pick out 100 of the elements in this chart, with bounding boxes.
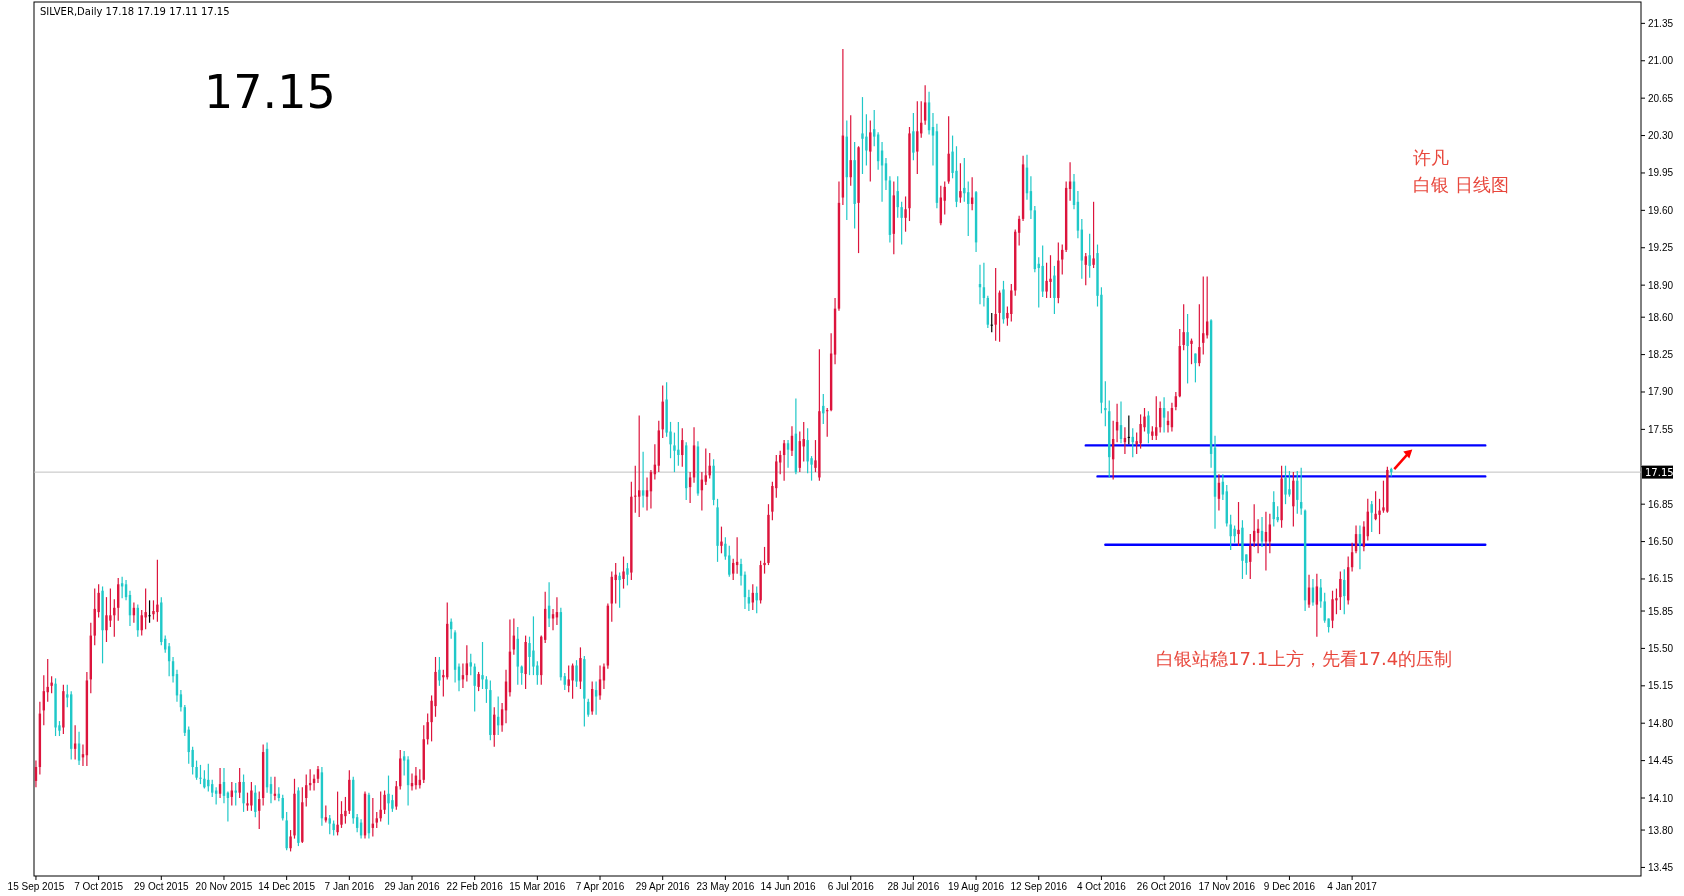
- x-tick-label: 14 Jun 2016: [760, 881, 816, 892]
- candlestick: [485, 675, 488, 704]
- candlestick: [1190, 337, 1193, 365]
- candlestick: [865, 113, 868, 167]
- x-tick-label: 9 Dec 2016: [1263, 881, 1316, 892]
- y-tick-label: 21.00: [1648, 55, 1674, 67]
- candlestick: [246, 792, 249, 812]
- candlestick: [990, 312, 993, 333]
- candlestick: [195, 760, 198, 781]
- candlestick: [575, 659, 578, 688]
- candlestick: [1127, 414, 1131, 445]
- candlestick: [677, 421, 680, 467]
- candlestick: [344, 796, 347, 825]
- x-tick-label: 7 Oct 2015: [74, 881, 124, 892]
- x-tick-label: 19 Aug 2016: [947, 881, 1005, 892]
- y-tick-label: 17.90: [1648, 386, 1674, 398]
- x-tick-label: 6 Jul 2016: [827, 881, 875, 892]
- candlestick: [767, 503, 770, 566]
- candlestick: [912, 112, 915, 161]
- candlestick: [473, 662, 476, 713]
- y-tick-label: 19.25: [1648, 242, 1674, 254]
- annotation: 许凡: [1413, 147, 1449, 168]
- y-tick-label: 14.45: [1648, 755, 1674, 767]
- y-tick-label: 21.35: [1648, 17, 1674, 29]
- candlestick: [963, 157, 966, 203]
- x-tick-label: 20 Nov 2015: [195, 881, 253, 892]
- x-tick-label: 29 Oct 2015: [134, 881, 189, 892]
- candlestick: [109, 587, 112, 628]
- candlestick: [387, 774, 390, 826]
- x-tick-label: 7 Jan 2016: [324, 881, 375, 892]
- candlestick: [1374, 490, 1377, 521]
- candlestick: [250, 781, 253, 812]
- candlestick: [916, 100, 919, 175]
- candlestick: [391, 794, 394, 813]
- candlestick: [1139, 413, 1142, 450]
- candlestick: [1241, 519, 1244, 580]
- candlestick: [395, 780, 398, 811]
- candlestick: [1002, 280, 1005, 325]
- candlestick: [54, 677, 57, 737]
- candlestick: [156, 559, 159, 623]
- annotation: 白银 日线图: [1413, 174, 1509, 195]
- candlestick: [469, 653, 472, 676]
- y-tick-label: 17.55: [1648, 423, 1674, 435]
- candlestick: [148, 599, 151, 624]
- y-tick-label: 15.15: [1648, 680, 1674, 692]
- candlestick: [955, 145, 958, 208]
- candlestick: [857, 145, 860, 254]
- candlestick: [1237, 501, 1240, 547]
- candlestick: [998, 289, 1001, 343]
- y-tick-label: 20.30: [1648, 130, 1674, 142]
- candlestick: [1092, 201, 1095, 269]
- candlestick: [426, 712, 429, 746]
- candlestick: [551, 608, 555, 631]
- candlestick: [904, 195, 907, 233]
- candlestick: [994, 267, 997, 342]
- candlestick: [101, 585, 104, 664]
- candlestick: [520, 664, 523, 686]
- candlestick: [199, 764, 202, 785]
- candlestick: [438, 656, 441, 687]
- candlestick: [203, 769, 206, 789]
- candlestick: [1229, 514, 1232, 551]
- candlestick: [113, 598, 116, 638]
- candlestick: [66, 684, 69, 708]
- candlestick: [900, 201, 903, 246]
- candlestick: [618, 571, 621, 609]
- y-tick-label: 16.15: [1648, 573, 1674, 585]
- y-tick-label: 19.60: [1648, 204, 1674, 216]
- candlestick: [1186, 313, 1189, 385]
- candlestick: [293, 778, 296, 840]
- y-tick-label: 14.10: [1648, 792, 1674, 804]
- candlestick: [1339, 570, 1342, 611]
- candlestick: [959, 162, 962, 204]
- candlestick: [1045, 262, 1048, 299]
- candlestick: [336, 790, 339, 836]
- candlestick: [1088, 233, 1091, 279]
- candlestick: [528, 636, 531, 676]
- x-tick-label: 26 Oct 2016: [1136, 881, 1192, 892]
- candlestick: [716, 498, 719, 563]
- candlestick: [1370, 500, 1373, 533]
- y-tick-label: 13.80: [1648, 824, 1674, 836]
- candlestick: [1010, 283, 1013, 323]
- y-tick-label: 18.90: [1648, 279, 1674, 291]
- candlestick: [786, 439, 790, 469]
- candlestick: [720, 526, 723, 554]
- y-tick-label: 16.50: [1648, 536, 1674, 548]
- candlestick: [622, 555, 625, 590]
- candlestick: [641, 451, 645, 508]
- candlestick: [144, 587, 147, 630]
- candlestick: [673, 431, 676, 473]
- candlestick: [434, 656, 437, 718]
- candlestick: [1378, 498, 1381, 535]
- candlestick: [1147, 410, 1150, 444]
- candlestick: [1194, 352, 1197, 383]
- candlestick: [1053, 265, 1056, 315]
- x-tick-label: 14 Dec 2015: [258, 881, 316, 892]
- candlestick: [379, 790, 382, 823]
- candlestick: [1323, 592, 1326, 624]
- y-tick-label: 18.60: [1648, 311, 1674, 323]
- annotation: 17.15: [204, 65, 336, 119]
- x-tick-label: 29 Apr 2016: [635, 881, 691, 892]
